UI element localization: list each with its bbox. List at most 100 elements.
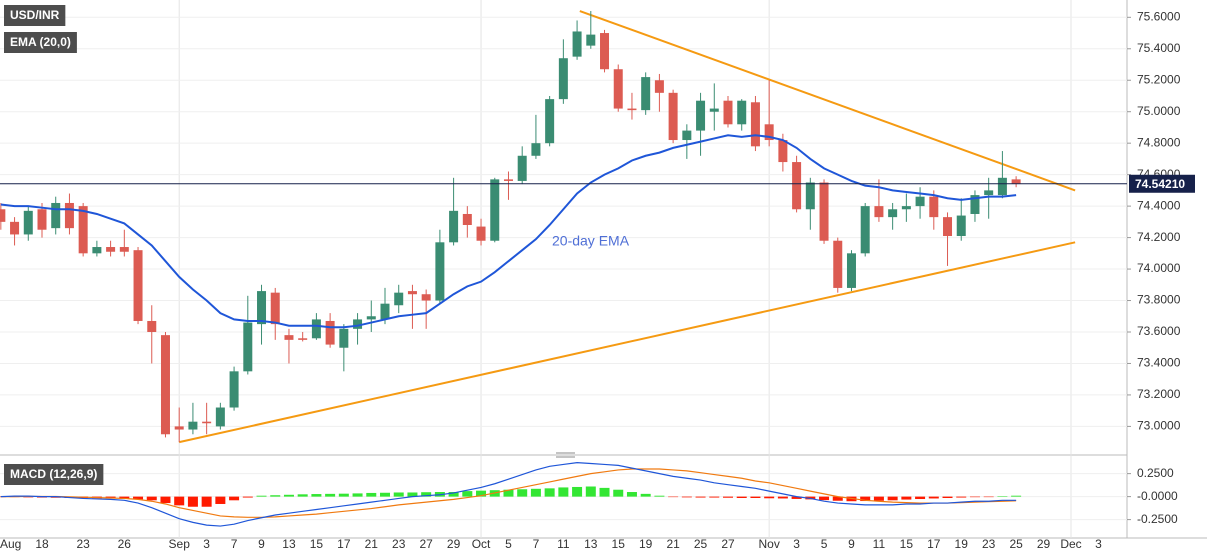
legend-tag xyxy=(4,5,66,26)
x-tick-label: 19 xyxy=(955,537,969,551)
macd-histogram-bar xyxy=(380,492,390,497)
candle-body xyxy=(929,196,939,218)
candle-body xyxy=(37,209,47,230)
candle-body xyxy=(819,182,829,241)
x-tick-label: 7 xyxy=(231,537,238,551)
macd-histogram-bar xyxy=(764,496,775,499)
candle-body xyxy=(160,335,170,435)
candle-body xyxy=(956,215,966,237)
annotation: 20-day EMA xyxy=(552,233,630,249)
macd-histogram-bar xyxy=(613,489,624,497)
macd-histogram-bar xyxy=(832,496,843,501)
candle-body xyxy=(792,162,802,210)
candle-body xyxy=(380,303,390,320)
x-tick-label: 29 xyxy=(447,537,461,551)
y-tick-label: 75.4000 xyxy=(1137,41,1181,55)
candle-body xyxy=(943,217,953,237)
candle-body xyxy=(627,108,637,111)
x-tick-label: 25 xyxy=(694,537,708,551)
macd-histogram-bar xyxy=(654,495,665,497)
macd-histogram-bar xyxy=(338,493,349,497)
y-tick-label: 74.0000 xyxy=(1137,261,1181,275)
macd-histogram-bar xyxy=(544,488,555,497)
y-tick-label: 73.6000 xyxy=(1137,324,1181,338)
candle-body xyxy=(92,247,102,254)
macd-histogram-bar xyxy=(599,487,610,497)
macd-histogram-bar xyxy=(997,496,1008,497)
candle-body xyxy=(202,421,212,424)
candle-body xyxy=(970,195,980,214)
candle-body xyxy=(613,69,623,109)
macd-histogram-bar xyxy=(956,496,967,498)
x-tick-label: 29 xyxy=(1037,537,1051,551)
x-tick-label: 18 xyxy=(35,537,49,551)
candle-body xyxy=(558,58,568,100)
candle-body xyxy=(119,247,129,252)
candle-body xyxy=(764,124,774,141)
trendline xyxy=(178,241,1076,444)
candle-body xyxy=(10,221,20,235)
macd-histogram-bar xyxy=(640,493,651,497)
candle-body xyxy=(215,407,225,427)
macd-histogram-bar xyxy=(146,496,157,501)
y-tick-label: 73.2000 xyxy=(1137,387,1181,401)
candle-body xyxy=(709,108,719,112)
candle-body xyxy=(545,99,555,144)
trendline xyxy=(579,10,1076,192)
macd-histogram-bar xyxy=(407,492,418,497)
candle-body xyxy=(339,328,349,348)
legend-label: MACD (12,26,9) xyxy=(10,467,97,481)
legend-label: USD/INR xyxy=(10,8,60,22)
candle-body xyxy=(0,209,6,222)
x-tick-label: Dec xyxy=(1060,537,1081,551)
signal-line xyxy=(0,468,1017,518)
candle-body xyxy=(668,92,678,141)
macd-histogram-bar xyxy=(819,496,830,501)
macd-histogram-bar xyxy=(969,496,980,498)
x-tick-label: 5 xyxy=(505,537,512,551)
macd-histogram-bar xyxy=(901,496,912,500)
candle-body xyxy=(476,226,486,241)
macd-histogram-bar xyxy=(558,487,569,497)
macd-histogram-bar xyxy=(695,496,706,498)
y-tick-label: 75.6000 xyxy=(1137,9,1181,23)
candle-body xyxy=(696,100,706,131)
macd-histogram-bar xyxy=(325,493,336,497)
candle-body xyxy=(490,179,500,241)
x-tick-label: 7 xyxy=(533,537,540,551)
candle-body xyxy=(188,421,198,430)
macd-histogram-bar xyxy=(160,496,171,504)
x-tick-label: 15 xyxy=(310,537,324,551)
y-tick-label: 74.4000 xyxy=(1137,198,1181,212)
x-tick-label: Sep xyxy=(169,537,191,551)
candle-body xyxy=(366,316,376,320)
candle-body xyxy=(449,210,459,243)
x-tick-label: 9 xyxy=(258,537,265,551)
candle-body xyxy=(833,240,843,288)
candle-body xyxy=(270,292,280,325)
macd-histogram-bar xyxy=(297,494,308,497)
macd-histogram-bar xyxy=(887,496,898,501)
macd-histogram-bar xyxy=(462,491,473,497)
macd-histogram-bar xyxy=(174,496,185,506)
last-price-box xyxy=(1129,174,1195,193)
macd-histogram-bar xyxy=(448,492,459,497)
macd-histogram-bar xyxy=(270,495,281,497)
x-tick-label: 17 xyxy=(337,537,351,551)
x-tick-label: 15 xyxy=(900,537,914,551)
macd-histogram-bar xyxy=(201,496,212,507)
macd-histogram-bar xyxy=(928,496,939,499)
x-tick-label: Oct xyxy=(472,537,491,551)
macd-histogram-bar xyxy=(572,486,583,497)
candle-body xyxy=(78,206,88,254)
x-tick-label: 23 xyxy=(982,537,996,551)
macd-histogram-bar xyxy=(283,494,294,497)
macd-histogram-bar xyxy=(393,492,404,497)
candle-body xyxy=(654,80,664,93)
y-tick-label: 75.0000 xyxy=(1137,104,1181,118)
y-tick-label: 73.8000 xyxy=(1137,293,1181,307)
macd-histogram-bar xyxy=(366,492,377,497)
candle-body xyxy=(860,206,870,254)
